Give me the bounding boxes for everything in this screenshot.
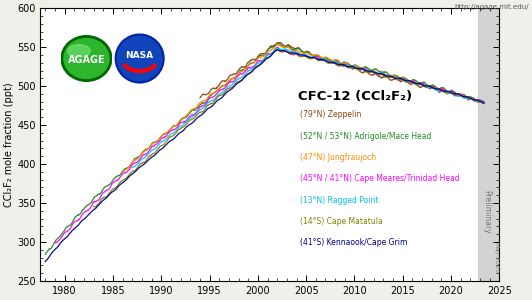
Text: (52°N / 53°N) Adrigole/Mace Head: (52°N / 53°N) Adrigole/Mace Head: [300, 132, 431, 141]
Text: AGAGE: AGAGE: [68, 55, 105, 65]
Text: http://agage.mit.edu/: http://agage.mit.edu/: [455, 4, 529, 10]
Text: NASA: NASA: [126, 52, 154, 61]
Y-axis label: CCl₂F₂ mole fraction (ppt): CCl₂F₂ mole fraction (ppt): [4, 82, 14, 207]
Text: CFC-12 (CCl₂F₂): CFC-12 (CCl₂F₂): [298, 90, 412, 103]
Text: (47°N) Jungfraujoch: (47°N) Jungfraujoch: [300, 153, 376, 162]
Text: (45°N / 41°N) Cape Meares/Trinidad Head: (45°N / 41°N) Cape Meares/Trinidad Head: [300, 174, 460, 183]
Text: (14°S) Cape Matatula: (14°S) Cape Matatula: [300, 217, 383, 226]
Bar: [478, 8, 500, 281]
Ellipse shape: [62, 37, 111, 80]
Text: May-2023: May-2023: [493, 242, 498, 273]
Text: (41°S) Kennaook/Cape Grim: (41°S) Kennaook/Cape Grim: [300, 238, 407, 247]
Text: (13°N) Ragged Point: (13°N) Ragged Point: [300, 196, 378, 205]
Circle shape: [117, 35, 163, 82]
Text: Preliminary: Preliminary: [482, 190, 491, 234]
Text: (79°N) Zeppelin: (79°N) Zeppelin: [300, 110, 361, 119]
Ellipse shape: [68, 45, 90, 57]
